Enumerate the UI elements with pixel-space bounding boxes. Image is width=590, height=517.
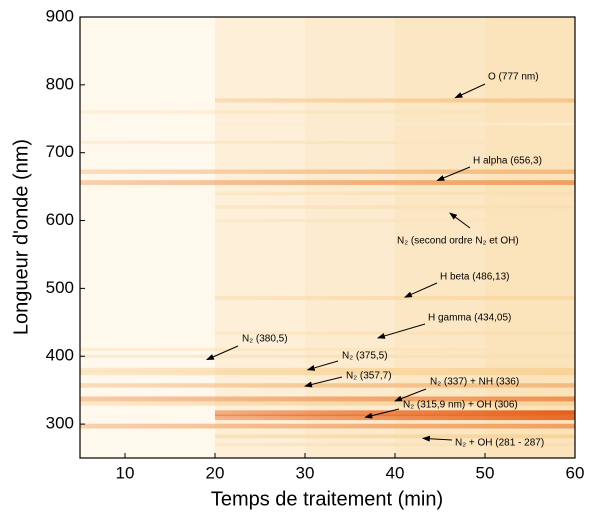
x-axis-title: Temps de traitement (min): [211, 488, 443, 510]
spectral-band: [215, 442, 575, 447]
annotation: H alpha (656,3): [473, 156, 542, 167]
annotation-arrow: [205, 345, 239, 361]
plot-frame: [79, 16, 576, 459]
annotation: O (777 nm): [488, 72, 539, 83]
annotation: N₂ (337) + NH (336): [430, 377, 519, 388]
annotation-arrow: [454, 83, 486, 99]
x-tick-label: 30: [296, 463, 315, 482]
spectral-band: [215, 414, 575, 421]
annotation: H gamma (434,05): [428, 313, 511, 324]
annotation: N₂ (357,7): [346, 371, 392, 382]
spectral-band: [80, 367, 575, 372]
spectral-band: [215, 410, 575, 417]
y-tick-label: 300: [46, 414, 74, 433]
annotation-arrow: [306, 360, 339, 371]
annotation-arrow: [403, 282, 438, 298]
y-axis-title: Longueur d'onde (nm): [10, 139, 32, 335]
spectral-band: [215, 218, 575, 223]
spectral-band: [215, 98, 575, 103]
spectral-band: [80, 110, 575, 114]
annotation-arrow: [376, 323, 426, 339]
heat-cell: [215, 17, 305, 458]
y-tick-label: 700: [46, 142, 74, 161]
spectral-band: [80, 169, 575, 174]
spectral-band: [80, 347, 575, 352]
spectral-band: [80, 140, 575, 145]
y-tick-label: 800: [46, 74, 74, 93]
spectral-band: [80, 383, 575, 388]
spectral-band: [80, 180, 575, 185]
annotation: N₂ (315,9 nm) + OH (306): [403, 400, 518, 411]
spectral-band: [80, 371, 575, 376]
heat-cell: [305, 17, 395, 458]
annotation-arrow: [304, 376, 343, 388]
x-tick-label: 60: [566, 463, 585, 482]
spectral-band: [215, 191, 575, 196]
annotation-arrow: [394, 388, 427, 402]
spectral-band: [215, 434, 575, 439]
spectral-band: [80, 401, 575, 406]
spectral-band: [215, 295, 575, 300]
spectral-band: [80, 354, 575, 358]
annotation-arrow: [436, 166, 471, 181]
y-tick-label: 400: [46, 346, 74, 365]
annotation: N₂ + OH (281 - 287): [455, 438, 544, 449]
x-tick-label: 40: [386, 463, 405, 482]
annotation-arrow: [421, 435, 453, 442]
x-tick-label: 50: [476, 463, 495, 482]
annotation-arrow: [364, 408, 400, 419]
y-tick-label: 900: [46, 6, 74, 25]
x-tick-label: 10: [116, 463, 135, 482]
y-tick-label: 500: [46, 278, 74, 297]
spectral-band: [80, 423, 575, 429]
spectral-band: [80, 396, 575, 402]
y-tick-label: 600: [46, 210, 74, 229]
x-tick-label: 20: [206, 463, 225, 482]
annotation: N₂ (380,5): [242, 334, 288, 345]
spectral-band: [215, 205, 575, 209]
annotation: N₂ (375,5): [342, 351, 388, 362]
annotation-arrow: [449, 212, 471, 229]
annotation: H beta (486,13): [440, 272, 510, 283]
annotation: N₂ (second ordre N₂ et OH): [397, 236, 519, 247]
heat-cell: [80, 17, 215, 458]
spectral-band: [215, 122, 575, 126]
